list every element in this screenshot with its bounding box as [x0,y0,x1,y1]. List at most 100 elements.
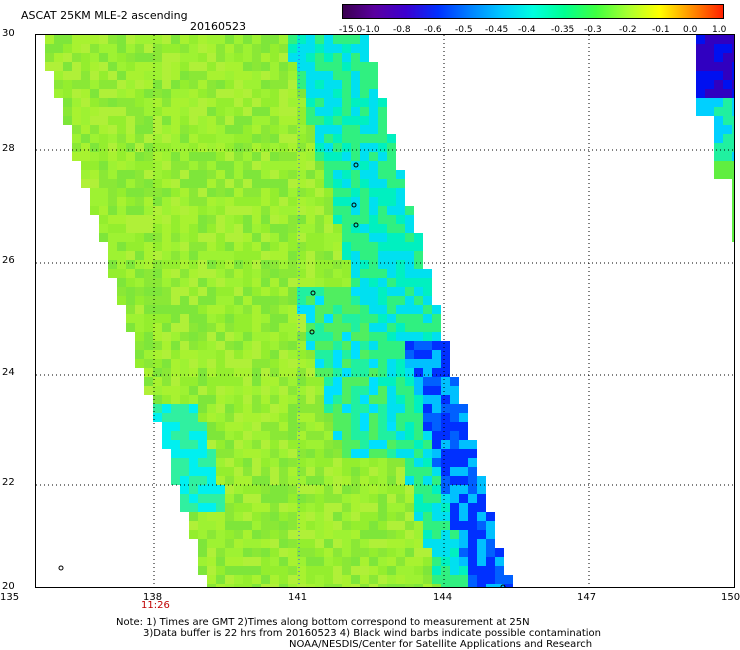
swath-cell [225,179,234,188]
swath-cell [324,485,333,494]
swath-cell [315,530,324,539]
swath-cell [261,557,270,566]
swath-cell [423,395,432,404]
swath-cell [216,224,225,233]
swath-cell [360,476,369,485]
swath-cell [171,251,180,260]
swath-cell [369,224,378,233]
swath-cell [270,440,279,449]
swath-cell [207,287,216,296]
swath-cell [423,503,432,512]
swath-cell [387,503,396,512]
swath-cell [225,224,234,233]
swath-cell [432,314,441,323]
swath-cell [171,206,180,215]
swath-cell [297,224,306,233]
swath-cell [351,557,360,566]
swath-cell [342,314,351,323]
swath-cell [153,404,162,413]
swath-cell [405,233,414,242]
swath-cell [387,521,396,530]
swath-cell [315,575,324,584]
swath-cell [360,89,369,98]
swath-cell [180,35,189,44]
swath-cell [342,233,351,242]
swath-cell [216,368,225,377]
swath-cell [234,269,243,278]
swath-cell [207,206,216,215]
lat-label-22: 22 [2,477,15,488]
swath-cell [162,179,171,188]
swath-cell [189,80,198,89]
swath-cell [117,215,126,224]
swath-cell [252,350,261,359]
swath-cell [369,458,378,467]
swath-cell [234,404,243,413]
swath-cell [261,395,270,404]
swath-cell [315,332,324,341]
swath-cell [450,431,459,440]
swath-cell [135,35,144,44]
swath-cell [279,422,288,431]
swath-cell [252,467,261,476]
swath-cell [315,476,324,485]
swath-cell [279,359,288,368]
swath-cell [432,512,441,521]
swath-cell [162,386,171,395]
swath-cell [324,71,333,80]
swath-cell [72,152,81,161]
swath-cell [297,197,306,206]
swath-cell [315,107,324,116]
swath-cell [198,116,207,125]
swath-cell [414,431,423,440]
swath-cell [468,503,477,512]
swath-cell [315,260,324,269]
swath-cell [324,512,333,521]
swath-cell [342,368,351,377]
swath-cell [405,323,414,332]
swath-cell [396,350,405,359]
swath-cell [414,566,423,575]
swath-cell [288,152,297,161]
swath-cell [108,251,117,260]
swath-cell [369,368,378,377]
swath-cell [153,62,162,71]
swath-cell [225,215,234,224]
swath-cell [378,395,387,404]
swath-cell [360,503,369,512]
swath-cell [117,89,126,98]
swath-cell [270,62,279,71]
swath-cell [234,179,243,188]
swath-cell [324,170,333,179]
swath-cell [126,62,135,71]
swath-cell [135,278,144,287]
swath-cell [705,89,714,98]
swath-cell [297,242,306,251]
swath-cell [468,530,477,539]
swath-cell [270,152,279,161]
swath-cell [153,332,162,341]
swath-cell [360,278,369,287]
swath-cell [243,62,252,71]
swath-cell [705,98,714,107]
swath-cell [108,98,117,107]
swath-cell [279,377,288,386]
swath-cell [216,377,225,386]
swath-cell [360,233,369,242]
swath-cell [279,206,288,215]
swath-cell [261,260,270,269]
swath-cell [423,332,432,341]
swath-cell [714,170,723,179]
swath-cell [477,521,486,530]
swath-cell [153,323,162,332]
swath-cell [180,206,189,215]
note-line-3: NOAA/NESDIS/Center for Satellite Applica… [289,639,593,650]
swath-cell [378,332,387,341]
swath-cell [126,161,135,170]
swath-cell [360,512,369,521]
swath-cell [387,512,396,521]
swath-cell [315,296,324,305]
swath-cell [324,53,333,62]
swath-cell [216,53,225,62]
swath-cell [315,134,324,143]
